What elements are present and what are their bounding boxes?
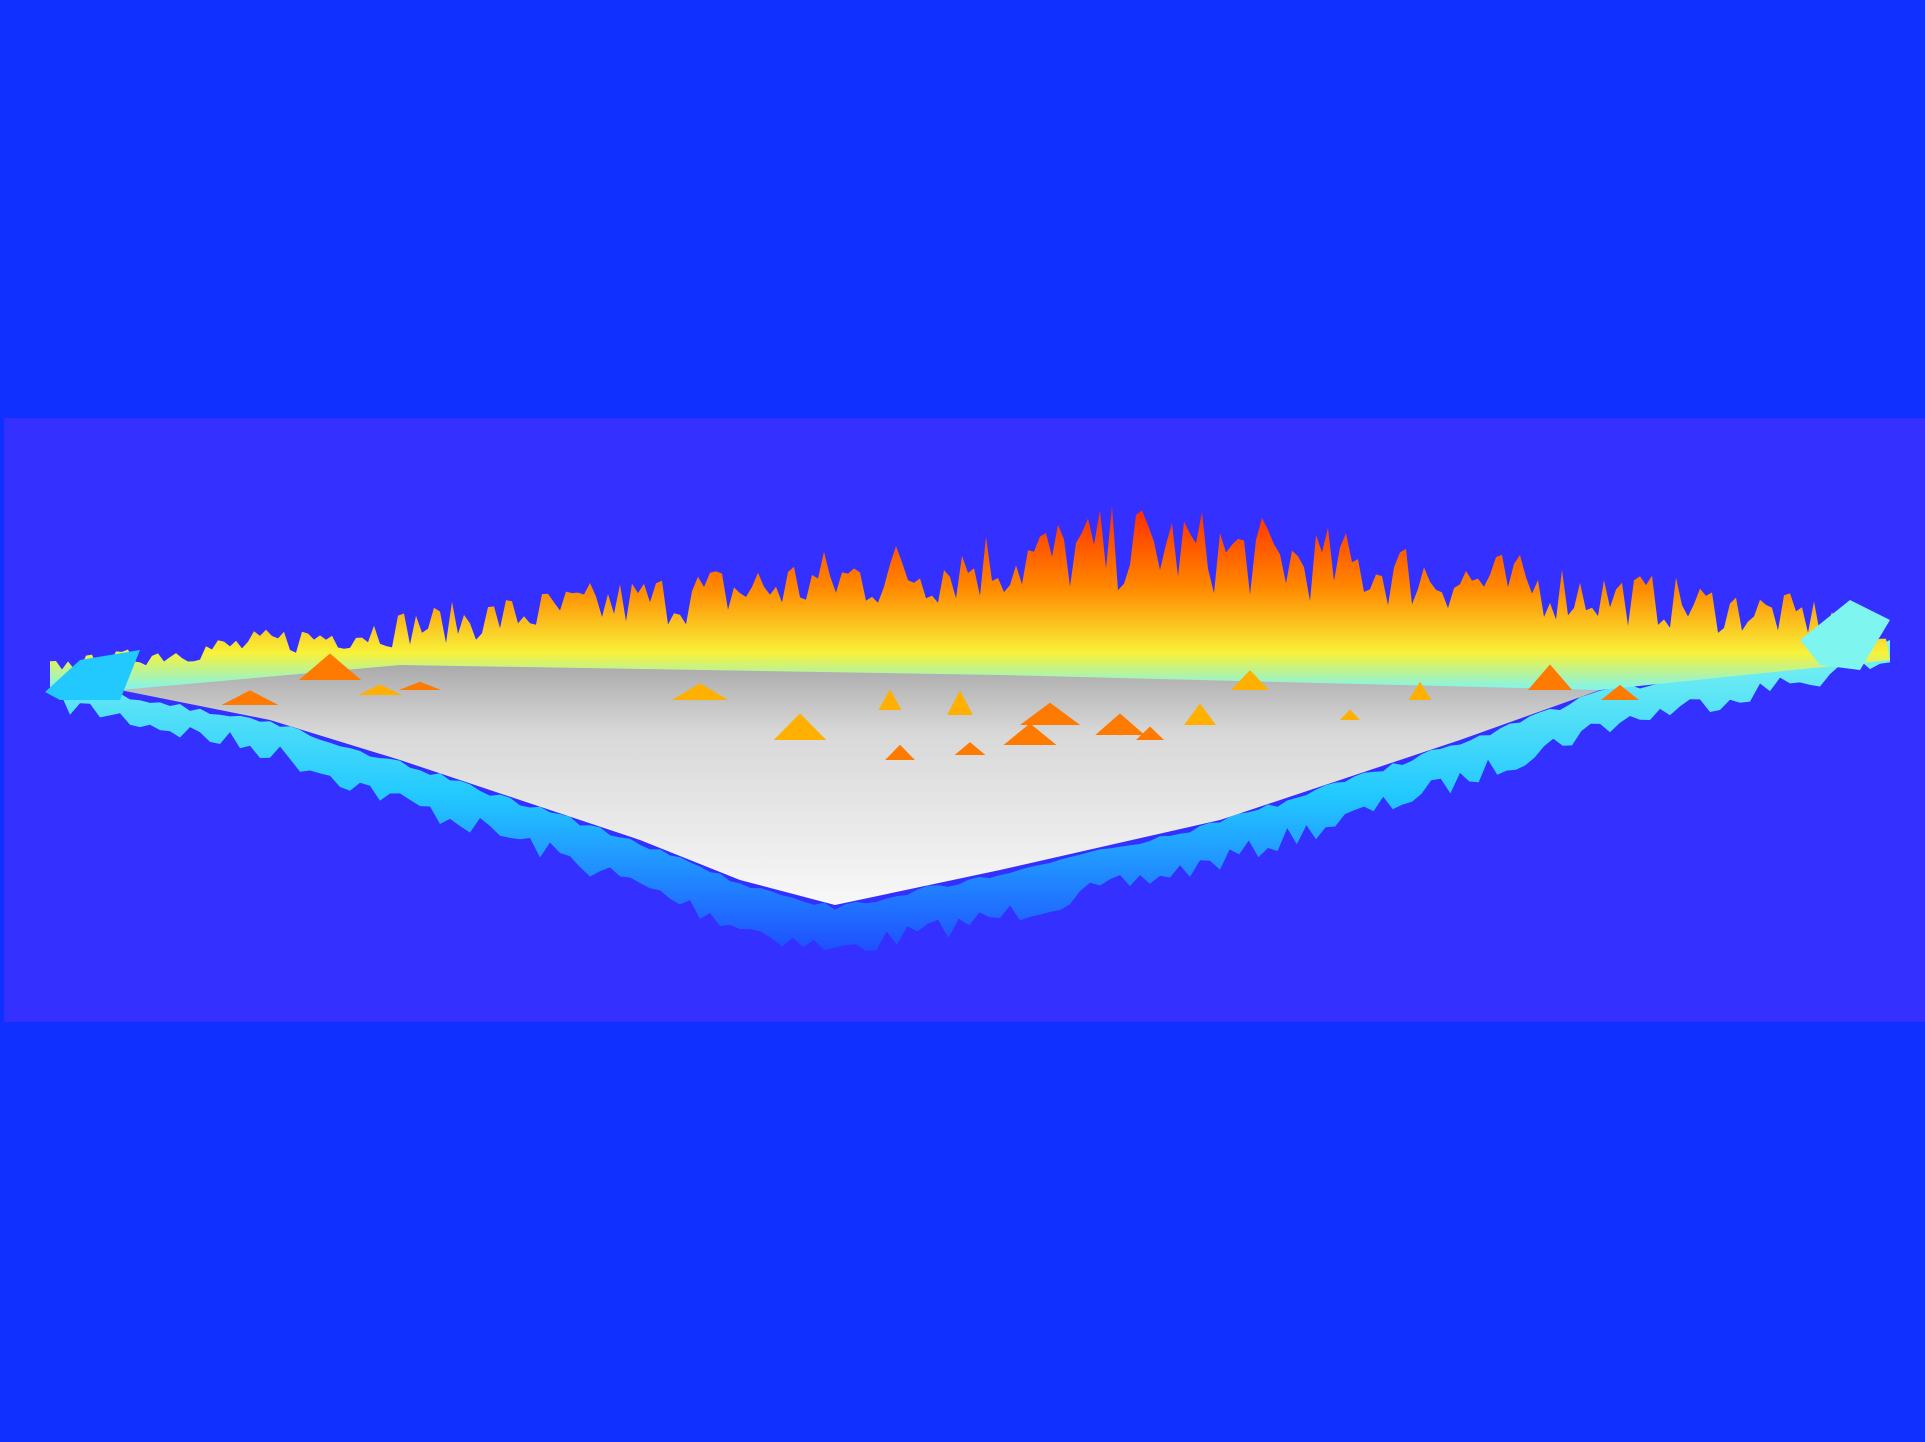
- peak-island: [221, 690, 279, 705]
- peak-island: [1136, 726, 1164, 740]
- peak-island: [1095, 713, 1145, 735]
- peak-island: [1601, 684, 1639, 700]
- right-fringe: [1800, 600, 1890, 670]
- peak-island: [947, 690, 973, 715]
- terrain-peak-islands: [221, 653, 1639, 760]
- peak-island: [954, 742, 986, 755]
- peak-island: [1408, 681, 1432, 700]
- peak-island: [1527, 664, 1573, 690]
- peak-island: [1003, 723, 1057, 745]
- underside-fringe: [50, 640, 1890, 951]
- peak-island: [298, 653, 362, 680]
- peak-island: [398, 681, 442, 690]
- left-fringe: [45, 650, 140, 700]
- terrain-peaks: [45, 506, 1890, 700]
- peak-island: [1019, 702, 1081, 725]
- terrain-underside: [50, 640, 1890, 951]
- peak-island: [671, 683, 729, 700]
- peak-island: [1231, 670, 1269, 690]
- peak-island: [885, 744, 915, 760]
- peak-island: [773, 713, 827, 740]
- peak-island: [358, 684, 402, 695]
- peak-island: [1339, 709, 1361, 720]
- back-ridge: [50, 506, 1890, 690]
- peak-island: [878, 689, 902, 710]
- peak-island: [1183, 703, 1217, 725]
- flat-plane: [120, 640, 1890, 905]
